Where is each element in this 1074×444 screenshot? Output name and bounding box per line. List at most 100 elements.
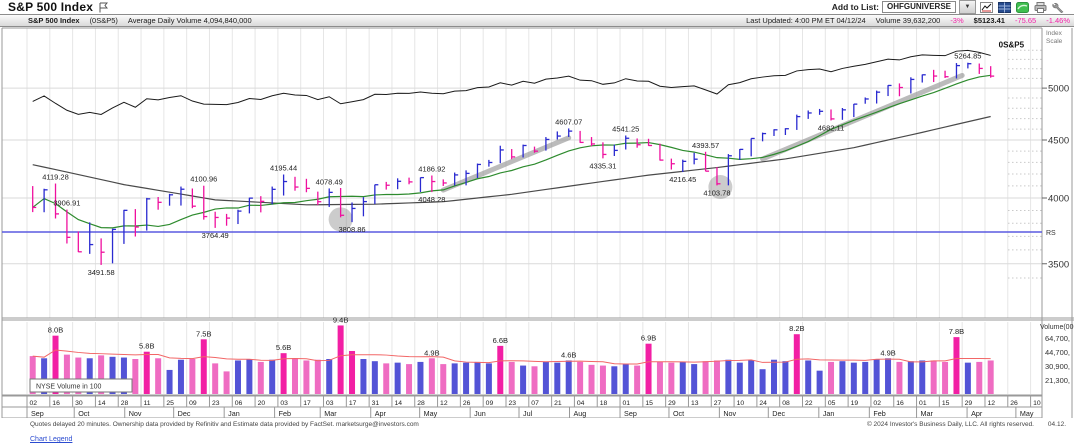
svg-text:Mar: Mar — [921, 409, 934, 418]
svg-text:17: 17 — [349, 400, 357, 407]
list-select[interactable]: OHFGUNIVERSE — [881, 1, 956, 13]
svg-text:23: 23 — [212, 400, 220, 407]
last-price: $5123.41 — [973, 16, 1005, 25]
svg-text:27: 27 — [714, 400, 722, 407]
svg-text:20: 20 — [258, 400, 266, 407]
svg-text:10: 10 — [1033, 400, 1041, 407]
svg-text:Aug: Aug — [574, 409, 587, 418]
nyse-volume-box: NYSE Volume in 100 — [29, 378, 133, 393]
svg-text:4100.96: 4100.96 — [190, 175, 217, 184]
svg-text:4393.57: 4393.57 — [692, 141, 719, 150]
svg-text:Oct: Oct — [673, 409, 684, 418]
svg-text:4.9B: 4.9B — [424, 348, 439, 357]
comparison-line — [32, 49, 991, 115]
svg-text:30: 30 — [75, 400, 83, 407]
flag-icon[interactable] — [99, 2, 109, 13]
svg-text:04: 04 — [577, 400, 585, 407]
svg-text:18: 18 — [600, 400, 608, 407]
svg-text:22: 22 — [805, 400, 813, 407]
footer-date: 04.12. — [1047, 421, 1066, 428]
svg-text:Jan: Jan — [228, 409, 240, 418]
price-volume-chart: RS 0S&P5 4119.28 3906.91 3491.58 4100.96 3764.… — [0, 27, 1074, 418]
svg-text:06: 06 — [235, 400, 243, 407]
svg-text:26: 26 — [1010, 400, 1018, 407]
svg-text:Dec: Dec — [772, 409, 785, 418]
svg-text:8.2B: 8.2B — [789, 324, 804, 333]
chevron-down-icon[interactable]: ▼ — [959, 0, 976, 14]
svg-text:4.9B: 4.9B — [880, 348, 895, 357]
chart-view-icon[interactable] — [979, 1, 994, 13]
footer-disclaimer: Quotes delayed 20 minutes. Ownership dat… — [30, 421, 419, 428]
svg-text:8.0B: 8.0B — [48, 326, 63, 335]
svg-text:Mar: Mar — [324, 409, 337, 418]
svg-text:Index: Index — [1046, 30, 1063, 37]
price-change-pct: -1.46% — [1046, 16, 1070, 25]
svg-text:7.8B: 7.8B — [949, 327, 964, 336]
svg-text:09: 09 — [486, 400, 494, 407]
info-bar: S&P 500 Index (0S&P5) Average Daily Volu… — [0, 14, 1074, 27]
horizontal-gridlines — [2, 49, 1042, 279]
page-title: S&P 500 Index — [8, 0, 94, 14]
svg-text:14: 14 — [98, 400, 106, 407]
printer-icon[interactable] — [1033, 1, 1048, 13]
svg-text:26: 26 — [463, 400, 471, 407]
month-axis-row: Sep Oct Nov Dec Jan Feb Mar Apr May Jun Jul Aug Sep O… — [26, 407, 1034, 418]
svg-text:Dec: Dec — [178, 409, 191, 418]
series-label: 0S&P5 — [999, 40, 1025, 49]
svg-text:21: 21 — [554, 400, 562, 407]
ma10-line — [32, 74, 991, 229]
svg-text:03: 03 — [326, 400, 334, 407]
svg-text:29: 29 — [668, 400, 676, 407]
svg-text:30,900,: 30,900, — [1045, 362, 1070, 371]
svg-text:Feb: Feb — [279, 409, 291, 418]
svg-text:Nov: Nov — [723, 409, 736, 418]
svg-text:25: 25 — [166, 400, 174, 407]
svg-text:4682.11: 4682.11 — [818, 123, 845, 132]
svg-text:13: 13 — [691, 400, 699, 407]
svg-text:Jul: Jul — [523, 409, 533, 418]
svg-text:May: May — [1020, 409, 1034, 418]
svg-text:16: 16 — [52, 400, 60, 407]
volume-value: Volume 39,632,200 — [875, 16, 941, 25]
volume-pct-change: -3% — [950, 16, 964, 25]
svg-text:4103.78: 4103.78 — [703, 188, 730, 197]
svg-text:Oct: Oct — [78, 409, 89, 418]
svg-text:4186.92: 4186.92 — [418, 165, 445, 174]
grid-view-icon[interactable] — [997, 1, 1012, 13]
svg-text:11: 11 — [144, 400, 151, 407]
svg-text:Jun: Jun — [474, 409, 486, 418]
svg-text:Apr: Apr — [971, 409, 983, 418]
svg-text:9.4B: 9.4B — [333, 315, 348, 324]
date-axis-row: 02 16 30 14 28 11 25 09 23 06 20 03 17 03 17 31 14 28 12 26… — [26, 396, 1041, 407]
svg-text:14: 14 — [394, 400, 402, 407]
svg-text:Apr: Apr — [375, 409, 387, 418]
svg-text:NYSE Volume in 100: NYSE Volume in 100 — [36, 384, 101, 391]
svg-text:4048.28: 4048.28 — [418, 195, 445, 204]
svg-text:16: 16 — [896, 400, 904, 407]
svg-text:31: 31 — [372, 400, 380, 407]
svg-text:02: 02 — [30, 400, 38, 407]
svg-text:4500: 4500 — [1048, 135, 1069, 146]
svg-text:Sep: Sep — [624, 409, 637, 418]
svg-text:5.8B: 5.8B — [139, 342, 154, 351]
svg-text:3500: 3500 — [1048, 259, 1069, 270]
chart-legend-link[interactable]: Chart Legend — [30, 436, 73, 443]
rs-label: RS — [1046, 230, 1056, 237]
svg-text:4541.25: 4541.25 — [612, 125, 639, 134]
tools-wrench-icon[interactable] — [1051, 1, 1066, 13]
price-change: -75.65 — [1014, 16, 1037, 25]
svg-text:4607.07: 4607.07 — [555, 117, 582, 126]
svg-text:23: 23 — [508, 400, 516, 407]
svg-text:01: 01 — [919, 400, 927, 407]
svg-text:10: 10 — [737, 400, 745, 407]
svg-text:Sep: Sep — [31, 409, 44, 418]
svg-text:3808.86: 3808.86 — [338, 225, 365, 234]
volume-ma-line — [32, 349, 991, 365]
svg-text:19: 19 — [851, 400, 859, 407]
symbol-name: S&P 500 Index — [28, 16, 80, 25]
screener-icon[interactable] — [1015, 1, 1030, 13]
svg-text:4195.44: 4195.44 — [270, 164, 297, 173]
svg-text:28: 28 — [417, 400, 425, 407]
